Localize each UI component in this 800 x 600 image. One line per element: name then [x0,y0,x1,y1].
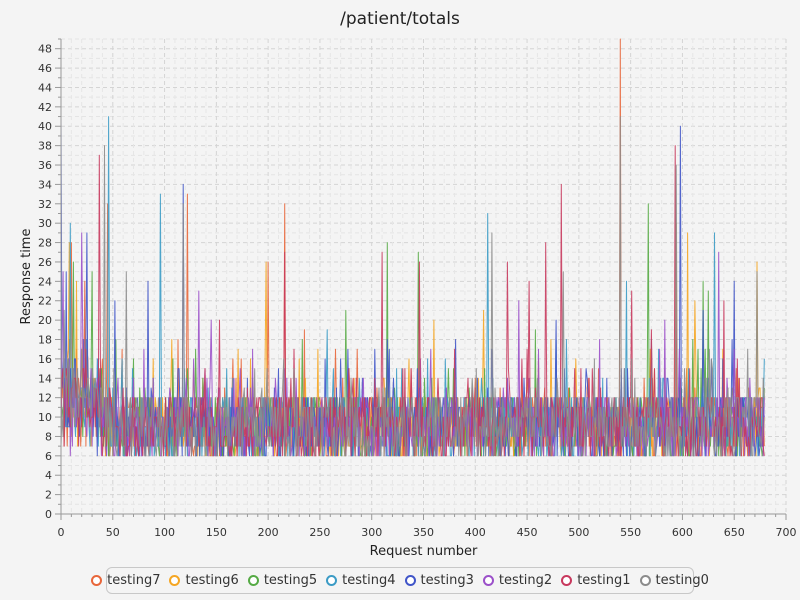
y-tick-label: 24 [38,275,52,288]
x-tick-label: 50 [106,526,120,539]
legend-label: testing2 [498,573,553,588]
legend: testing7 testing6 testing5 testing4 testing3… [91,567,709,594]
x-tick-label: 550 [620,526,641,539]
x-tick-label: 700 [776,526,797,539]
y-tick-label: 44 [38,81,52,94]
x-tick-label: 100 [154,526,175,539]
legend-item-testing4: testing4 [326,573,396,588]
y-tick-label: 8 [45,430,52,443]
x-tick-label: 0 [58,526,65,539]
legend-label: testing4 [342,573,396,588]
x-tick-label: 200 [258,526,279,539]
legend-label: testing0 [655,573,709,588]
y-tick-label: 42 [38,101,52,114]
y-tick-label: 32 [38,198,52,211]
legend-label: testing1 [577,573,631,588]
y-tick-label: 28 [38,237,52,250]
y-tick-label: 12 [38,392,52,405]
x-tick-label: 650 [724,526,745,539]
x-tick-label: 600 [672,526,693,539]
y-tick-label: 36 [38,159,52,172]
legend-marker-icon [639,575,651,586]
chart-title: /patient/totals [340,9,460,29]
legend-item-testing6: testing6 [169,573,239,588]
y-tick-label: 16 [38,353,52,366]
legend-marker-icon [326,575,338,586]
x-tick-label: 450 [517,526,538,539]
legend-marker-icon [91,575,103,586]
y-tick-label: 2 [45,489,52,502]
x-tick-label: 350 [413,526,434,539]
x-axis-title: Request number [370,544,478,559]
x-tick-label: 250 [309,526,330,539]
y-tick-label: 46 [38,62,52,75]
series-line-testing0 [60,116,765,457]
y-tick-label: 10 [38,411,52,424]
y-tick-label: 0 [45,508,52,521]
y-tick-label: 6 [45,450,52,463]
x-tick-label: 150 [206,526,227,539]
legend-marker-icon [247,575,259,586]
y-tick-label: 40 [38,120,52,133]
y-tick-label: 34 [38,178,52,191]
y-tick-label: 14 [38,372,52,385]
legend-label: testing5 [263,573,318,588]
legend-marker-icon [404,575,416,586]
legend-item-testing2: testing2 [482,573,553,588]
y-tick-label: 18 [38,334,52,347]
legend-item-testing7: testing7 [91,573,160,588]
y-tick-label: 26 [38,256,52,269]
legend-item-testing3: testing3 [404,573,474,588]
legend-marker-icon [482,575,494,586]
legend-label: testing6 [185,573,239,588]
x-tick-label: 500 [568,526,589,539]
y-tick-label: 48 [38,43,52,56]
legend-label: testing7 [107,573,161,588]
axes: 0246810121416182022242628303234363840424… [38,38,797,539]
legend-marker-icon [169,575,181,586]
y-tick-label: 38 [38,140,52,153]
legend-item-testing1: testing1 [561,573,631,588]
plot-area [60,38,765,457]
y-tick-label: 30 [38,217,52,230]
x-tick-label: 300 [361,526,382,539]
y-tick-label: 4 [45,469,52,482]
legend-item-testing5: testing5 [247,573,318,588]
legend-label: testing3 [420,573,474,588]
legend-item-testing0: testing0 [639,573,709,588]
y-tick-label: 22 [38,295,52,308]
y-tick-label: 20 [38,314,52,327]
x-tick-label: 400 [465,526,486,539]
y-axis-title: Response time [19,229,34,325]
legend-marker-icon [561,575,573,586]
